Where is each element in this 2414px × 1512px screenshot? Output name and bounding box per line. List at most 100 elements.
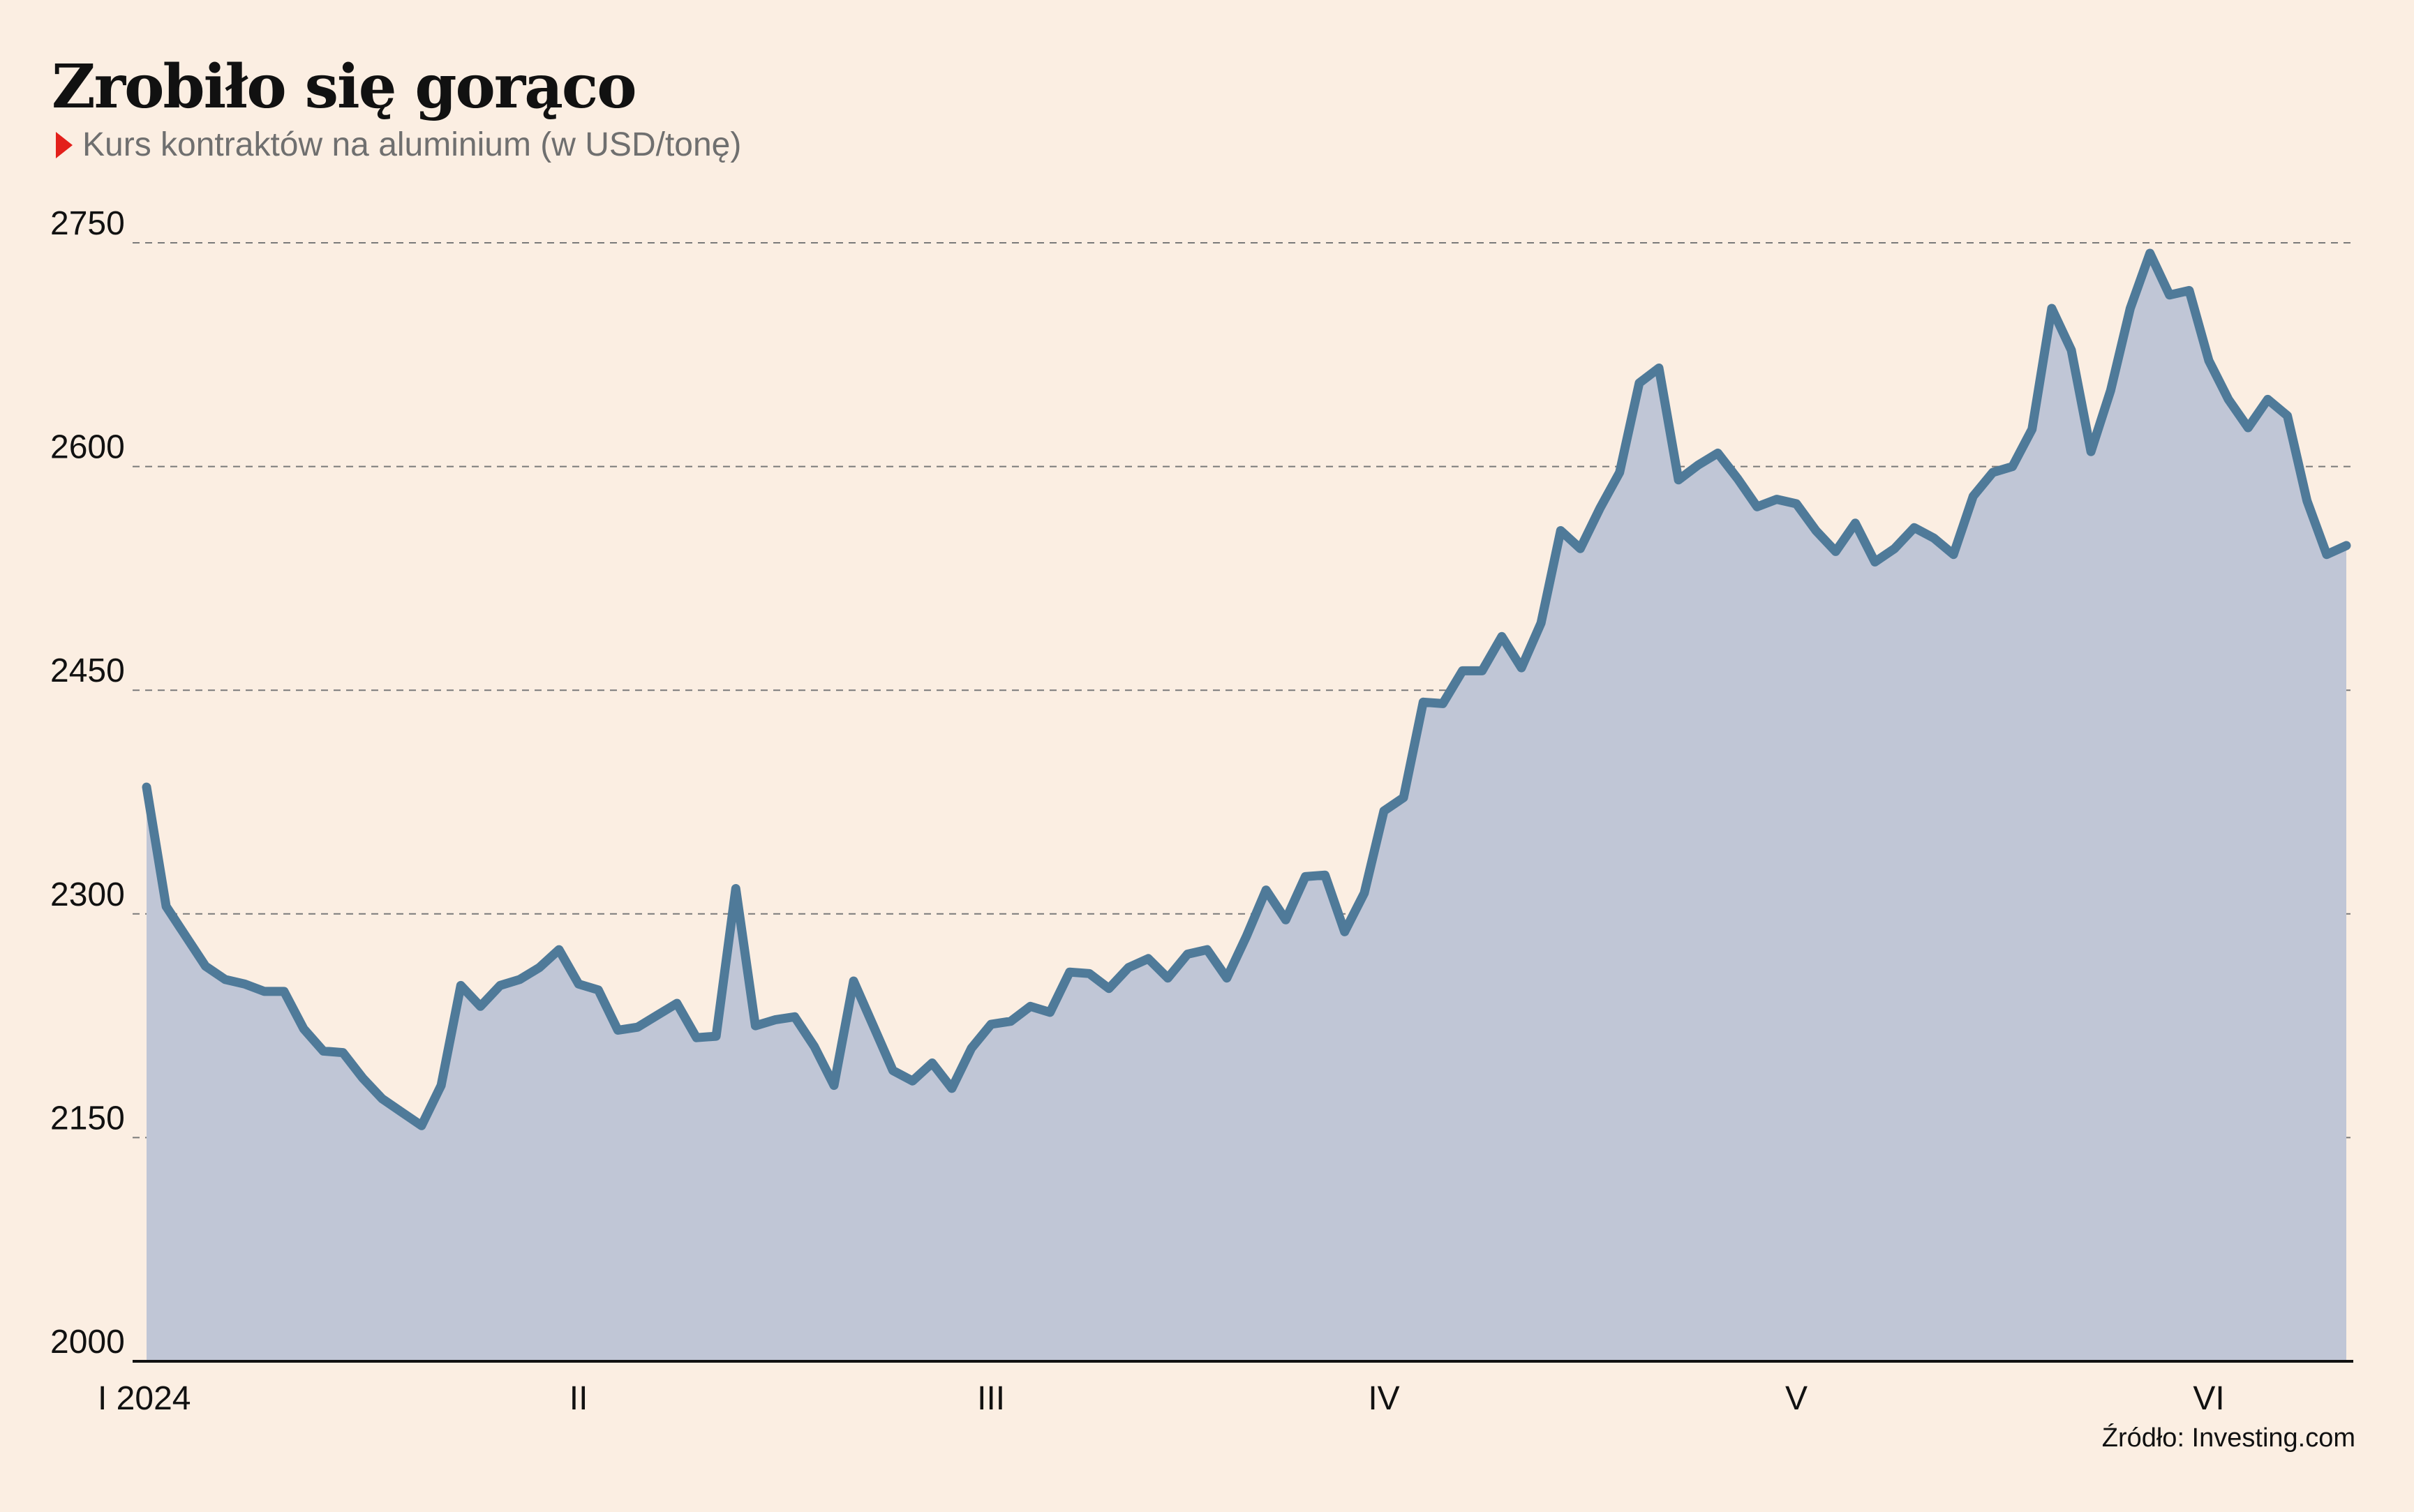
data-point — [341, 1051, 345, 1055]
data-point — [1833, 549, 1838, 553]
data-point — [243, 982, 247, 986]
data-point — [1146, 957, 1150, 961]
data-point — [2344, 544, 2348, 548]
data-point — [537, 966, 542, 970]
x-tick-labels: I 2024 II III IV V VI — [98, 1380, 2225, 1417]
data-point — [2030, 427, 2034, 431]
data-point — [1715, 451, 1720, 455]
data-point — [164, 904, 168, 908]
data-point — [478, 1004, 482, 1008]
data-point — [1990, 470, 1995, 474]
chart-subtitle: Kurs kontraktów na aluminium (w USD/tonę… — [56, 126, 741, 164]
y-tick-labels: 2000 2150 2300 2450 2600 2750 — [50, 205, 125, 1361]
data-point — [930, 1061, 934, 1065]
data-point — [380, 1097, 385, 1101]
data-point — [2265, 397, 2270, 401]
data-point — [1461, 668, 1465, 673]
data-point — [1008, 1019, 1013, 1024]
data-point — [1382, 809, 1386, 813]
data-point — [1794, 502, 1798, 506]
red-triangle-icon — [56, 131, 73, 158]
y-tick-label: 2300 — [50, 876, 125, 913]
data-point — [518, 978, 522, 982]
data-point — [439, 1084, 443, 1088]
x-tick-label: V — [1785, 1380, 1808, 1417]
data-point — [2325, 553, 2329, 557]
data-point — [1637, 381, 1641, 385]
data-point — [2050, 306, 2054, 310]
data-point — [1873, 560, 1877, 564]
source-note: Źródło: Investing.com — [2101, 1423, 2355, 1453]
area-layer — [147, 253, 2346, 1361]
data-point — [773, 1018, 777, 1022]
data-point — [2108, 389, 2113, 393]
data-point — [2207, 359, 2211, 363]
data-point — [596, 988, 600, 992]
data-point — [950, 1086, 954, 1091]
data-point — [144, 785, 149, 789]
data-point — [2226, 397, 2230, 401]
data-point — [1421, 700, 1425, 704]
data-point — [1951, 553, 1955, 557]
data-point — [1578, 546, 1582, 551]
data-point — [1618, 470, 1622, 474]
data-point — [1539, 621, 1543, 625]
data-point — [1264, 888, 1268, 892]
data-point — [694, 1035, 699, 1040]
data-point — [1853, 521, 1857, 525]
data-point — [2069, 348, 2073, 352]
data-point — [636, 1025, 640, 1029]
y-tick-label: 2600 — [50, 429, 125, 466]
data-point — [459, 983, 463, 987]
data-point — [1323, 873, 1327, 877]
y-tick-label: 2150 — [50, 1100, 125, 1137]
data-point — [1971, 494, 1975, 498]
data-point — [655, 1013, 660, 1017]
data-point — [1814, 529, 1818, 533]
data-point — [871, 1024, 875, 1028]
data-point — [891, 1068, 895, 1072]
y-tick-label: 2450 — [50, 652, 125, 689]
data-point — [2246, 426, 2250, 430]
data-point — [989, 1022, 993, 1026]
data-point — [616, 1028, 620, 1033]
data-point — [1165, 976, 1170, 980]
data-point — [1244, 934, 1249, 938]
data-point — [2128, 306, 2132, 310]
data-point — [1500, 634, 1504, 638]
data-point — [733, 887, 738, 891]
data-point — [2286, 414, 2290, 418]
data-point — [203, 964, 207, 968]
x-tick-label: I 2024 — [98, 1380, 191, 1417]
data-point — [1087, 971, 1091, 975]
data-point — [1362, 891, 1366, 895]
data-point — [911, 1079, 915, 1083]
x-tick-label: II — [569, 1380, 588, 1417]
data-point — [1401, 795, 1406, 800]
y-tick-label: 2000 — [50, 1324, 125, 1361]
data-point — [2089, 449, 2093, 454]
data-point — [361, 1076, 365, 1080]
data-point — [1205, 948, 1209, 952]
data-point — [2305, 499, 2309, 503]
data-point — [812, 1045, 817, 1049]
data-point — [714, 1034, 718, 1038]
data-point — [1912, 525, 1916, 530]
data-point — [1657, 366, 1661, 370]
line-layer — [142, 248, 2351, 1130]
x-tick-label: III — [977, 1380, 1005, 1417]
area-fill — [147, 253, 2346, 1361]
data-point — [2148, 251, 2152, 255]
data-point — [969, 1046, 974, 1050]
data-point — [1048, 1010, 1052, 1015]
data-point — [1676, 478, 1681, 482]
data-point — [1068, 970, 1072, 974]
data-point — [1598, 506, 1602, 510]
data-point — [1303, 874, 1307, 878]
data-point — [262, 989, 267, 994]
data-point — [832, 1084, 836, 1088]
data-point — [282, 989, 286, 994]
chart-title: Zrobiło się gorąco — [52, 52, 637, 122]
